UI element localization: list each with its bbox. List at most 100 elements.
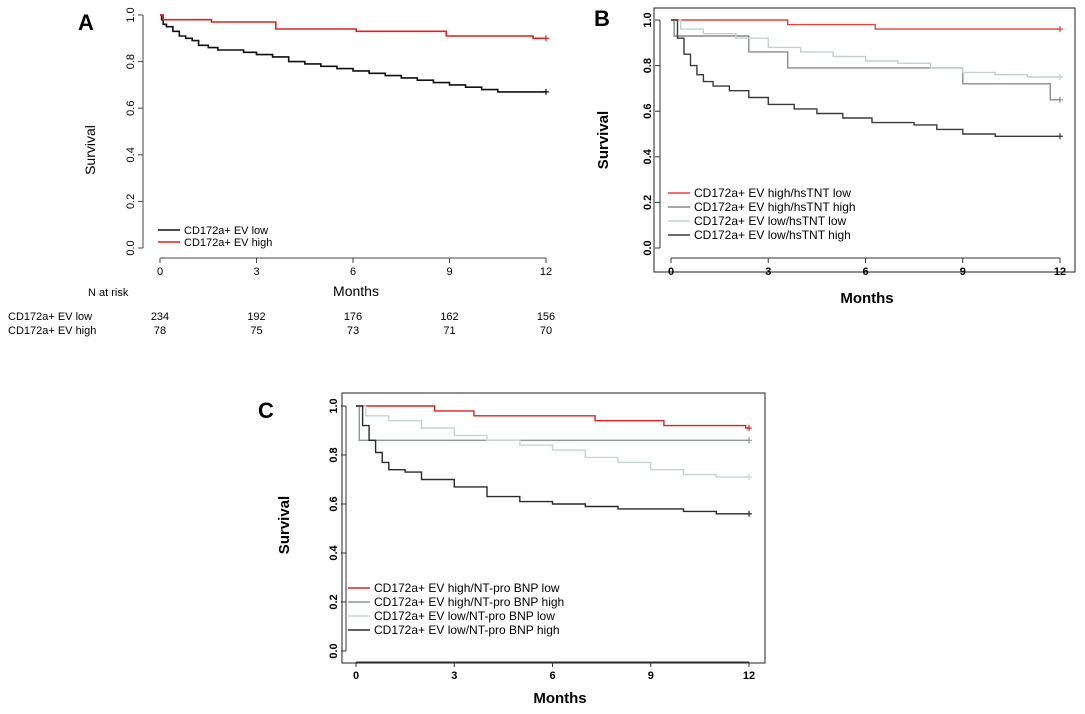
censor-mark [1057, 74, 1063, 80]
survival-curve-3 [671, 19, 1060, 78]
x-axis: 0 3 6 9 12 [157, 257, 552, 278]
risk-count: 71 [443, 325, 455, 337]
panel-label: C [258, 398, 274, 423]
y-tick-label: 0.2 [125, 194, 137, 209]
risk-table-header: N at risk [88, 287, 129, 299]
y-tick-label: 0.0 [642, 240, 654, 255]
survival-curve-1 [671, 19, 1060, 30]
x-tick-label: 12 [540, 266, 552, 278]
survival-curve-2 [160, 14, 546, 40]
legend-label: CD172a+ EV high/NT-pro BNP low [374, 581, 560, 595]
x-tick-label: 0 [353, 670, 359, 682]
x-tick-label: 6 [350, 266, 356, 278]
y-axis-title: Survival [276, 496, 293, 554]
risk-count: 192 [247, 311, 265, 323]
x-tick-label: 9 [648, 670, 654, 682]
panel-label: B [594, 6, 610, 31]
x-tick-label: 12 [743, 670, 755, 682]
y-tick-label: 0.0 [328, 643, 340, 658]
risk-count: 78 [154, 325, 166, 337]
x-tick-label: 6 [862, 266, 868, 278]
x-axis-title: Months [840, 290, 893, 307]
legend-label: CD172a+ EV high [184, 237, 272, 249]
y-tick-label: 0.6 [125, 101, 137, 116]
risk-count: 75 [250, 325, 262, 337]
y-tick-label: 0.6 [328, 496, 340, 511]
censor-mark [746, 510, 752, 517]
y-tick-label: 1.0 [328, 398, 340, 413]
legend-label: CD172a+ EV low [184, 225, 268, 237]
y-axis-title: Survival [595, 111, 612, 169]
x-tick-label: 9 [960, 266, 966, 278]
panel-label: A [78, 10, 94, 35]
legend-label: CD172a+ EV low/NT-pro BNP high [374, 623, 560, 637]
y-axis: 0.0 0.2 0.4 0.6 0.8 1.0 [642, 12, 661, 256]
survival-curve-3 [356, 405, 749, 478]
survival-curve-2 [356, 405, 749, 441]
y-tick-label: 0.8 [328, 447, 340, 462]
y-axis: 0.0 0.2 0.4 0.6 0.8 1.0 [328, 398, 347, 659]
risk-count: 162 [440, 311, 458, 323]
censor-mark [543, 88, 549, 95]
risk-count: 234 [151, 311, 169, 323]
y-tick-label: 0.8 [125, 54, 137, 69]
survival-curve-1 [160, 14, 546, 93]
y-tick-label: 0.2 [328, 594, 340, 609]
panel-b: B 0 3 6 9 12 0.0 0.2 0.4 0.6 0.8 1.0 Months Survival C… [594, 6, 1076, 307]
y-tick-label: 0.0 [125, 240, 137, 255]
legend-label: CD172a+ EV low/hsTNT low [694, 214, 847, 228]
survival-curve-2 [671, 19, 1060, 101]
censor-mark [543, 35, 549, 42]
legend-label: CD172a+ EV low/hsTNT high [694, 228, 851, 242]
x-axis-title: Months [533, 690, 586, 707]
censor-mark [746, 425, 752, 432]
y-axis-title: Survival [82, 125, 98, 175]
y-tick-label: 0.4 [642, 148, 654, 164]
legend-label: CD172a+ EV high/NT-pro BNP high [374, 595, 564, 609]
y-tick-label: 1.0 [642, 12, 654, 27]
risk-table: N at risk CD172a+ EV low 234 192 176 162 156 CD… [8, 287, 555, 337]
plot-frame [341, 392, 766, 664]
y-tick-label: 0.6 [642, 104, 654, 119]
censor-mark [746, 437, 752, 444]
risk-count: 70 [540, 325, 552, 337]
x-axis: 0 3 6 9 12 [668, 257, 1066, 278]
legend-label: CD172a+ EV high/hsTNT high [694, 200, 856, 214]
x-tick-label: 0 [668, 266, 674, 278]
legend-label: CD172a+ EV low/NT-pro BNP low [374, 609, 555, 623]
y-tick-label: 0.4 [125, 147, 137, 162]
plot-frame [653, 7, 1076, 273]
risk-count: 156 [537, 311, 555, 323]
x-tick-label: 9 [446, 266, 452, 278]
risk-count: 176 [344, 311, 362, 323]
y-tick-label: 0.2 [642, 195, 654, 210]
censor-mark [1057, 96, 1063, 103]
x-axis: 0 3 6 9 12 [353, 661, 755, 682]
x-tick-label: 3 [765, 266, 771, 278]
x-axis-title: Months [333, 283, 379, 299]
risk-count: 73 [347, 325, 359, 337]
censor-mark [1057, 26, 1063, 33]
survival-curve-4 [356, 405, 749, 515]
x-tick-label: 3 [451, 670, 457, 682]
risk-row-label: CD172a+ EV low [8, 311, 92, 323]
x-tick-label: 12 [1054, 266, 1066, 278]
risk-row-label: CD172a+ EV high [8, 325, 96, 337]
x-tick-label: 3 [253, 266, 259, 278]
y-tick-label: 1.0 [125, 7, 137, 22]
x-tick-label: 6 [549, 670, 555, 682]
censor-mark [1057, 133, 1063, 140]
panel-a: A 0 3 6 9 12 0.0 0.2 0.4 0.6 0.8 1.0 Months Survival C… [8, 7, 555, 337]
survival-curve-4 [671, 19, 1060, 137]
panel-c: C 0 3 6 9 12 0.0 0.2 0.4 0.6 0.8 1.0 Months Survival C… [258, 392, 766, 707]
legend-label: CD172a+ EV high/hsTNT low [694, 186, 851, 200]
y-axis: 0.0 0.2 0.4 0.6 0.8 1.0 [125, 7, 144, 256]
x-tick-label: 0 [157, 266, 163, 278]
censor-mark [746, 474, 752, 481]
y-tick-label: 0.4 [328, 544, 340, 560]
survival-curve-1 [356, 405, 749, 429]
